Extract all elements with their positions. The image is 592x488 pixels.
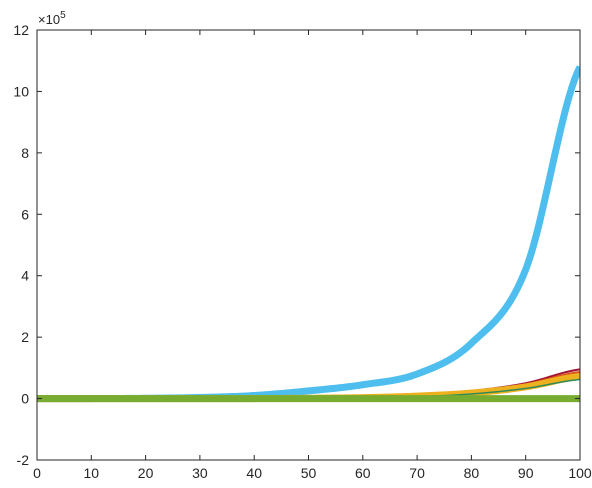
y-tick-labels: -2 0 2 4 6 8 10 12 — [13, 22, 29, 468]
y-exponent-prefix: × — [38, 12, 46, 27]
y-tick-label: 0 — [21, 391, 29, 407]
x-tick-labels: 0 10 20 30 40 50 60 70 80 90 100 — [33, 465, 592, 481]
x-tick-label: 50 — [301, 465, 317, 481]
series-line-3 — [37, 370, 580, 401]
x-tick-label: 80 — [464, 465, 480, 481]
x-tick-label: 30 — [192, 465, 208, 481]
y-tick-label: -2 — [17, 452, 30, 468]
x-tick-label: 100 — [568, 465, 592, 481]
x-tick-label: 10 — [84, 465, 100, 481]
tick-marks — [36, 29, 581, 461]
x-tick-label: 40 — [246, 465, 262, 481]
y-exponent-power: 5 — [60, 10, 66, 21]
y-exponent-label: ×105 — [38, 10, 66, 27]
series-layer — [37, 65, 580, 403]
y-tick-label: 6 — [21, 206, 29, 222]
y-tick-label: 2 — [21, 329, 29, 345]
y-tick-label: 8 — [21, 145, 29, 161]
series-line-1 — [37, 65, 580, 403]
x-tick-label: 60 — [355, 465, 371, 481]
x-tick-label: 0 — [33, 465, 41, 481]
y-tick-label: 10 — [13, 83, 29, 99]
y-tick-label: 12 — [13, 22, 29, 38]
y-exponent-base: 10 — [46, 12, 60, 27]
x-tick-label: 90 — [518, 465, 534, 481]
x-tick-label: 20 — [138, 465, 154, 481]
y-tick-label: 4 — [21, 268, 29, 284]
x-tick-label: 70 — [409, 465, 425, 481]
